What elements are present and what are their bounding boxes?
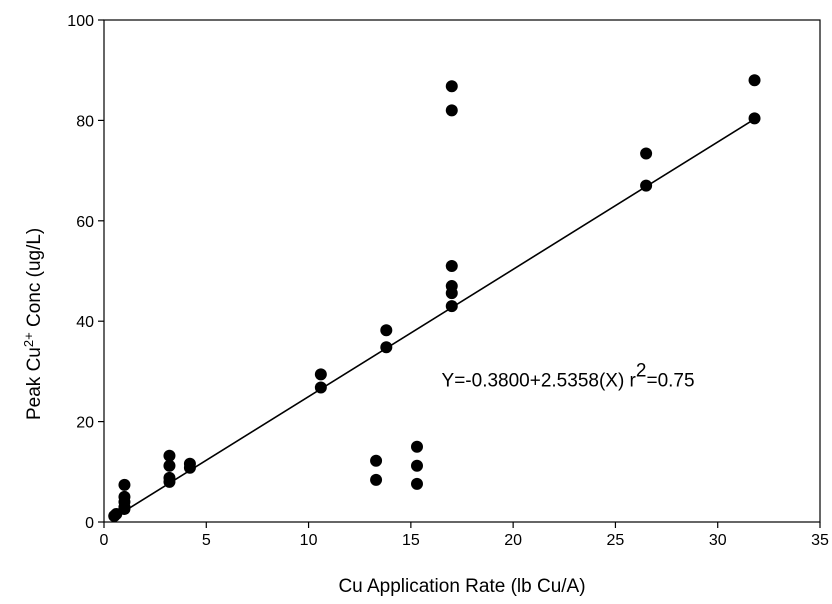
regression-r-value: =0.75 xyxy=(646,370,694,391)
y-tick-label: 100 xyxy=(67,13,94,30)
data-point xyxy=(163,471,176,484)
data-point xyxy=(118,490,131,503)
data-point xyxy=(314,368,327,381)
y-tick-label: 80 xyxy=(76,113,94,130)
data-point xyxy=(410,440,423,453)
data-point xyxy=(118,478,131,491)
plot-area xyxy=(103,19,821,523)
y-tick-label: 20 xyxy=(76,415,94,432)
data-point xyxy=(445,259,458,272)
x-tick-label: 25 xyxy=(607,532,625,549)
data-point xyxy=(370,473,383,486)
data-point xyxy=(640,147,653,160)
x-tick-label: 10 xyxy=(300,532,318,549)
data-point xyxy=(380,324,393,337)
regression-r-superscript: 2 xyxy=(636,360,647,381)
y-tick-label: 0 xyxy=(85,515,94,532)
y-axis-title-superscript: 2+ xyxy=(21,332,36,347)
data-point xyxy=(445,104,458,117)
data-points xyxy=(108,74,761,522)
data-point xyxy=(445,280,458,293)
data-point xyxy=(163,449,176,462)
x-tick-label: 15 xyxy=(402,532,420,549)
data-point xyxy=(163,459,176,472)
y-axis: 0 20 40 60 80 100 xyxy=(67,13,104,532)
data-point xyxy=(445,80,458,93)
data-point xyxy=(183,457,196,470)
regression-line xyxy=(124,118,755,512)
y-axis-title-main: Peak Cu xyxy=(24,347,45,420)
plot-border xyxy=(103,19,821,523)
x-tick-label: 35 xyxy=(811,532,829,549)
x-axis-title: Cu Application Rate (lb Cu/A) xyxy=(338,576,585,597)
regression-equation: Y=-0.3800+2.5358(X) r2=0.75 xyxy=(442,360,695,392)
data-point xyxy=(410,477,423,490)
y-axis-title: Peak Cu2+ Conc (ug/L) xyxy=(21,228,46,420)
y-tick-label: 60 xyxy=(76,214,94,231)
data-point xyxy=(748,74,761,87)
data-point xyxy=(410,459,423,472)
x-tick-label: 20 xyxy=(504,532,522,549)
x-tick-label: 0 xyxy=(100,532,109,549)
y-axis-title-rest: Conc (ug/L) xyxy=(24,228,45,333)
data-point xyxy=(370,454,383,467)
x-tick-label: 5 xyxy=(202,532,211,549)
x-axis: 0 5 10 15 20 25 30 35 xyxy=(100,522,829,549)
y-tick-label: 40 xyxy=(76,314,94,331)
regression-equation-text: Y=-0.3800+2.5358(X) r xyxy=(442,370,637,391)
x-tick-label: 30 xyxy=(709,532,727,549)
